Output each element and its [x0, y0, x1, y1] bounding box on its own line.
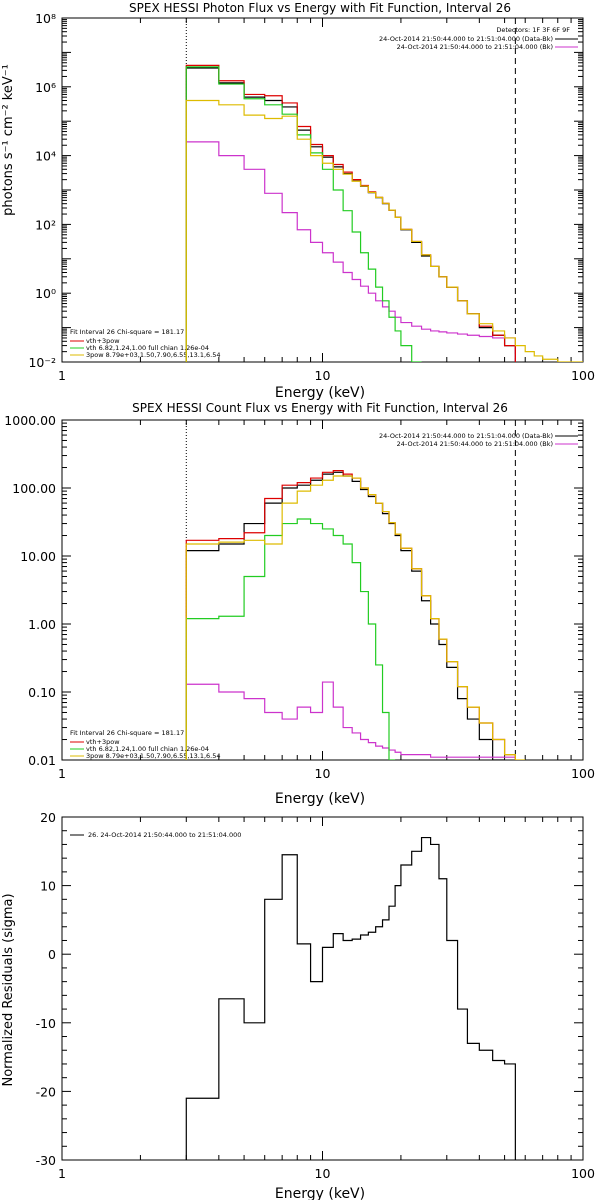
- photon-flux-legend-label-bk: 24-Oct-2014 21:50:44.000 to 21:51:04.000…: [397, 43, 553, 51]
- photon-flux-legend-bottom: Fit Interval 26 Chi-square = 181.17 vth+…: [70, 328, 221, 359]
- photon-flux-y-tick-label: 10⁰: [35, 286, 56, 301]
- photon-flux-y-tick-label: 10⁻²: [28, 355, 56, 370]
- photon-flux-legend-header: Detectors: 1F 3F 6F 9F: [496, 26, 570, 34]
- residuals-series-group: [185, 836, 516, 1160]
- residuals-series-26-24-oct-2014-21-50-44-000-to-21-51-04-000: [185, 836, 516, 1160]
- residuals-legend: 26. 24-Oct-2014 21:50:44.000 to 21:51:04…: [70, 831, 241, 839]
- count-flux-y-tick-label: 1.00: [28, 617, 56, 632]
- photon-flux-fit-label-vth: vth 6.82,1.24,1.00 full chian 1.26e-04: [86, 344, 209, 352]
- residuals-plot: 1 10 100 -30 -20 -10 0 10 20: [36, 810, 595, 1181]
- photon-flux-panel: SPEX HESSI Photon Flux vs Energy with Fi…: [1, 1, 578, 401]
- count-flux-x-tick-label: 100: [571, 766, 595, 781]
- count-flux-legend-top: 24-Oct-2014 21:50:44.000 to 21:51:04.000…: [379, 432, 578, 448]
- residuals-y-tick-label: -20: [36, 1084, 56, 1099]
- count-flux-legend-label-bk: 24-Oct-2014 21:50:44.000 to 21:51:04.000…: [397, 440, 553, 448]
- photon-flux-plot: 1 10 100 10⁻² 10⁰ 10² 10⁴ 10⁶ 10⁸: [28, 11, 594, 383]
- photon-flux-series-vth: [185, 66, 422, 362]
- photon-flux-y-tick-label: 10⁶: [35, 80, 56, 95]
- residuals-x-tick-label: 1: [58, 1166, 66, 1181]
- residuals-y-tick-label: 10: [40, 879, 56, 894]
- residuals-x-tick-label: 10: [315, 1166, 331, 1181]
- residuals-y-tick-label: -30: [36, 1153, 56, 1168]
- photon-flux-frame: [61, 17, 584, 363]
- photon-flux-title: SPEX HESSI Photon Flux vs Energy with Fi…: [129, 1, 511, 15]
- count-flux-series-vth: [185, 518, 396, 760]
- count-flux-x-tick-label: 10: [315, 766, 331, 781]
- photon-flux-x-tick-label: 100: [571, 368, 595, 383]
- residuals-y-axis-label: Normalized Residuals (sigma): [1, 893, 16, 1086]
- count-flux-fit-header: Fit Interval 26 Chi-square = 181.17: [70, 729, 184, 737]
- residuals-x-axis-label: Energy (keV): [275, 1186, 365, 1200]
- count-flux-series-3pow: [185, 475, 526, 760]
- photon-flux-fit-label-3pow: 3pow 8.79e+03,1.50,7.90,6.55,13.1,6.54: [86, 351, 221, 359]
- residuals-legend-label: 26. 24-Oct-2014 21:50:44.000 to 21:51:04…: [88, 831, 241, 839]
- count-flux-legend-label-data: 24-Oct-2014 21:50:44.000 to 21:51:04.000…: [379, 432, 553, 440]
- photon-flux-legend-label-data: 24-Oct-2014 21:50:44.000 to 21:51:04.000…: [379, 35, 553, 43]
- count-flux-x-tick-label: 1: [58, 766, 66, 781]
- count-flux-fit-label-vth: vth 6.82,1.24,1.00 full chian 1.26e-04: [86, 745, 209, 753]
- count-flux-plot: 1 10 100 0.01 0.10 1.00 10.00 100.00 1000.00: [4, 413, 595, 781]
- residuals-frame: [61, 816, 584, 1161]
- count-flux-panel: SPEX HESSI Count Flux vs Energy with Fit…: [70, 401, 578, 807]
- count-flux-series-group: [185, 470, 526, 760]
- count-flux-legend-bottom: Fit Interval 26 Chi-square = 181.17 vth+…: [70, 729, 221, 760]
- residuals-y-tick-label: 20: [40, 810, 56, 825]
- count-flux-fit-label-total: vth+3pow: [86, 738, 120, 746]
- count-flux-y-tick-label: 0.01: [28, 753, 56, 768]
- count-flux-x-axis-label: Energy (keV): [275, 791, 365, 807]
- photon-flux-fit-header: Fit Interval 26 Chi-square = 181.17: [70, 328, 184, 336]
- photon-flux-y-axis-label: photons s⁻¹ cm⁻² keV⁻¹: [1, 64, 16, 216]
- photon-flux-y-tick-label: 10⁸: [35, 11, 56, 26]
- count-flux-title: SPEX HESSI Count Flux vs Energy with Fit…: [132, 401, 508, 415]
- count-flux-series-vth-3pow: [185, 470, 516, 760]
- photon-flux-fit-label-total: vth+3pow: [86, 337, 120, 345]
- photon-flux-series-group: [185, 64, 583, 362]
- count-flux-fit-label-3pow: 3pow 8.79e+03,1.50,7.90,6.55,13.1,6.54: [86, 752, 221, 760]
- photon-flux-x-tick-label: 10: [315, 368, 331, 383]
- photon-flux-x-axis-label: Energy (keV): [275, 385, 365, 401]
- count-flux-y-tick-label: 1000.00: [4, 413, 56, 428]
- count-flux-series-bk: [185, 681, 516, 760]
- photon-flux-x-tick-label: 1: [58, 368, 66, 383]
- count-flux-y-tick-label: 0.10: [28, 685, 56, 700]
- photon-flux-legend-top: Detectors: 1F 3F 6F 9F 24-Oct-2014 21:50…: [379, 26, 578, 51]
- count-flux-y-tick-label: 100.00: [12, 481, 56, 496]
- count-flux-y-tick-label: 10.00: [20, 549, 56, 564]
- photon-flux-y-tick-label: 10²: [35, 217, 56, 232]
- photon-flux-series-bk: [185, 141, 516, 362]
- residuals-y-tick-label: -10: [36, 1016, 56, 1031]
- residuals-x-tick-label: 100: [571, 1166, 595, 1181]
- photon-flux-series-vth-3pow: [185, 64, 516, 362]
- residuals-panel: 26. 24-Oct-2014 21:50:44.000 to 21:51:04…: [1, 831, 365, 1200]
- photon-flux-series-data-bk: [185, 67, 516, 362]
- photon-flux-series-3pow: [185, 99, 583, 362]
- photon-flux-y-tick-label: 10⁴: [35, 149, 56, 164]
- residuals-y-tick-label: 0: [48, 947, 56, 962]
